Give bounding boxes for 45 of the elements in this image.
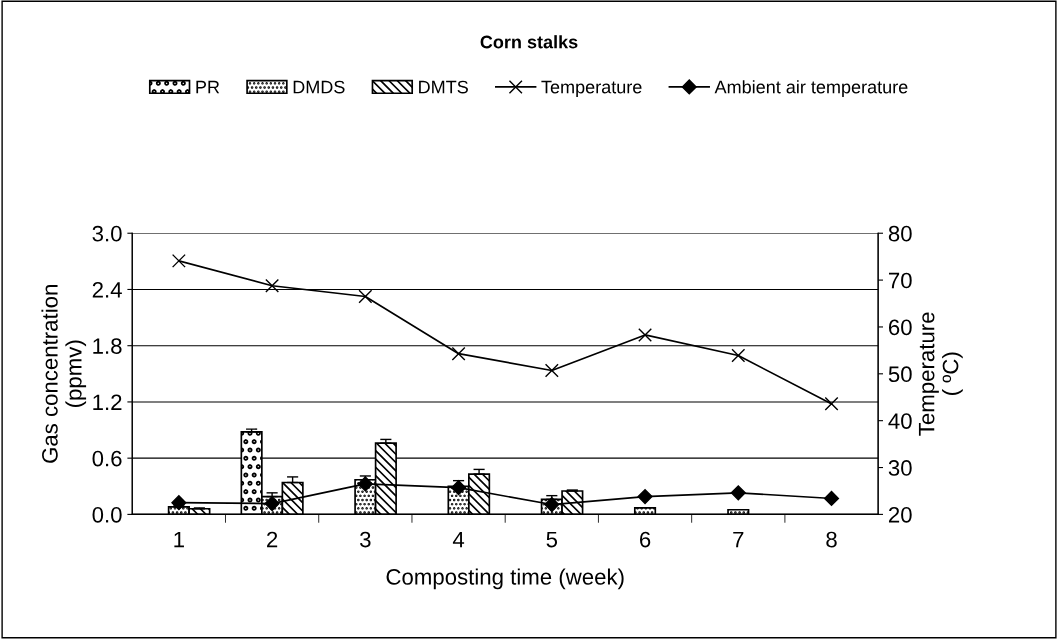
point (823, 490, 840, 507)
x-tick-label: 7 (733, 531, 744, 548)
chart-title: Corn stalks (480, 35, 578, 49)
legend-label: Ambient air temperature (714, 80, 908, 97)
y-tick-label: 1.8 (93, 338, 122, 354)
y-axis-title: Gas concentration (ppmv) (41, 285, 87, 463)
y-tick-label: 3.0 (92, 225, 122, 242)
y2-tick-label: 70 (889, 272, 912, 289)
x-axis-title: Composting time (week) (386, 568, 624, 590)
y2-tick-label: 60 (888, 319, 912, 336)
y2-tick-label: 80 (888, 225, 912, 242)
point (544, 363, 559, 378)
y2-tick-label: 40 (888, 413, 912, 429)
x-tick-label: 2 (267, 531, 278, 548)
legend-label: DMTS (419, 80, 468, 94)
y-tick-label: 1.2 (93, 394, 122, 410)
x-tick-label: 6 (640, 531, 651, 548)
legend-label: PR (196, 80, 220, 94)
point (451, 346, 466, 361)
point (638, 327, 652, 342)
point (451, 480, 467, 496)
y2-axis-title: Temperature ( ºC) (918, 312, 963, 436)
legend-label: Temperature (541, 80, 642, 97)
x-tick-label: 5 (546, 531, 558, 548)
point (731, 348, 746, 363)
point (171, 495, 187, 511)
point (171, 253, 186, 268)
y-tick-label: 0.6 (92, 450, 122, 467)
point (730, 485, 746, 501)
x-tick-label: 3 (360, 531, 371, 548)
y2-tick-label: 30 (888, 460, 912, 476)
y2-tick-label: 50 (888, 366, 912, 383)
point (637, 489, 653, 505)
legend-label: DMDS (293, 80, 345, 94)
x-tick-label: 4 (452, 531, 465, 548)
point (824, 396, 839, 411)
point (544, 496, 560, 513)
x-tick-label: 8 (826, 531, 837, 548)
x-tick-label: 1 (174, 531, 184, 548)
y-tick-label: 0.0 (92, 506, 122, 523)
y-tick-label: 2.4 (92, 282, 122, 298)
y2-tick-label: 20 (888, 506, 912, 523)
point (265, 278, 280, 293)
point (357, 476, 373, 492)
point (358, 289, 373, 304)
